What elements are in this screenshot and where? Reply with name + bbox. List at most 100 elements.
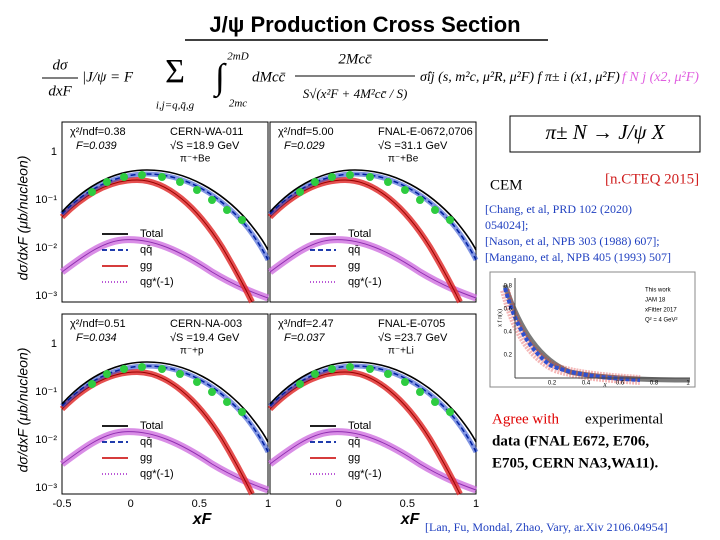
inset-y-tick-label: 0.4 [504,330,513,336]
y-tick-label: 10⁻³ [35,290,57,302]
pdf-set: [n.CTEQ 2015] [605,171,699,187]
panel-norm: F=0.029 [284,140,325,152]
formula-sum: Σ [165,53,185,90]
legend-entry: qg*(-1) [348,276,382,288]
citation: [Lan, Fu, Mondal, Zhao, Vary, ar.Xiv 210… [425,520,668,534]
panel-energy: √S =31.1 GeV [378,140,448,152]
plot-panel: χ²/ndf=0.38 F=0.039 CERN-WA-011 √S =18.9 Ge… [35,121,268,302]
legend-entry: gg [348,260,360,272]
legend-entry: qq̄ [140,436,152,448]
reference-line: [Chang, et al, PRD 102 (2020) [485,202,632,216]
plot-panel: χ²/ndf=5.00 F=0.029 FNAL-E-0672,0706 √S =31… [270,121,476,302]
panel-experiment: FNAL-E-0705 [378,318,445,330]
y-tick-label: 1 [51,338,57,350]
formula-sum-index: i,j=q,q̄,g [156,100,195,112]
y-tick-label: 10⁻³ [35,482,57,494]
inset-x-tick-label: 0.2 [548,381,557,387]
panel-experiment: CERN-WA-011 [170,126,243,138]
legend-entry: qq̄ [348,436,360,448]
inset-y-tick-label: 0.8 [504,284,513,290]
y-axis-label: dσ/dxF (μb/nucleon) [15,348,31,473]
y-tick-label: 10⁻² [35,434,57,446]
reference-line: 054024]; [485,218,528,232]
conclusion-line: E705, CERN NA3,WA11). [492,455,659,471]
x-tick-label: 0.5 [400,498,415,510]
reference-line: [Nason, et al, NPB 303 (1988) 607]; [485,234,660,248]
inset-legend-entry: Q² = 4 GeV² [645,318,678,324]
panel-beam: π⁻+p [180,346,204,357]
panel-energy: √S =23.7 GeV [378,332,448,344]
formula: dσ dxF |J/ψ = F Σ i,j=q,q̄,g ∫ 2mD 2mc d… [42,51,699,112]
slide-title: J/ψ Production Cross Section [209,12,520,37]
formula-num: dσ [53,57,69,73]
y-tick-label: 10⁻² [35,242,57,254]
conclusion-line: data (FNAL E672, E706, [492,433,649,449]
panel-energy: √S =18.9 GeV [170,140,240,152]
legend-entry: gg [140,452,152,464]
inset-x-label: x [602,381,607,389]
x-axis-label: xF [400,511,421,528]
plot-grid: χ²/ndf=0.38 F=0.039 CERN-WA-011 √S =18.9 Ge… [15,121,479,528]
integral: ∫ [213,56,227,98]
plot-panel: χ²/ndf=0.51 F=0.034 CERN-NA-003 √S =19.4 Ge… [35,313,271,528]
panel-chi2: χ²/ndf=0.38 [70,126,126,138]
formula-den: dxF [48,83,72,99]
inset-x-tick-label: 0.6 [616,381,625,387]
panel-energy: √S =19.4 GeV [170,332,240,344]
inset-legend-entry: JAM 18 [645,298,666,304]
conclusion-highlight: Agree with [492,411,560,427]
inset-x-tick-label: 0.4 [582,381,591,387]
model: CEM [490,177,523,193]
inset-x-tick-label: 1 [686,381,690,387]
panel-chi2: χ²/ndf=0.51 [70,318,126,330]
panel-norm: F=0.034 [76,332,117,344]
panel-norm: F=0.037 [284,332,326,344]
inset-y-tick-label: 0.2 [504,353,513,359]
legend-entry: qq̄ [140,244,152,256]
legend-entry: Total [140,228,163,240]
legend-entry: qg*(-1) [348,468,382,480]
inset-plot: This work JAM 18 xFitter 2017 Q² = 4 GeV² 0.… [489,271,696,389]
legend-entry: Total [140,420,163,432]
formula-lhs: |J/ψ = F [82,69,134,85]
plot-panel: χ³/ndf=2.47 F=0.037 FNAL-E-0705 √S =23.7 Ge… [270,313,479,528]
legend-entry: gg [140,260,152,272]
legend-entry: qg*(-1) [140,468,174,480]
panel-beam: π⁻+Be [388,154,419,165]
inset-y-tick-label: 0.6 [504,307,513,313]
legend-entry: qq̄ [348,244,360,256]
inset-x-tick-label: 0.8 [650,381,659,387]
formula-pdf: f N j (x2, μ²F) [622,70,699,85]
inset-legend-entry: This work [645,288,672,294]
panel-experiment: FNAL-E-0672,0706 [378,126,473,138]
x-tick-label: 0 [128,498,134,510]
formula-frac-num: 2Mcc̄ [338,51,372,67]
references: [Chang, et al, PRD 102 (2020) 054024]; [Na… [485,202,671,264]
panel-beam: π⁻+Li [388,346,414,357]
legend-entry: gg [348,452,360,464]
reference-line: [Mangano, et al, NPB 405 (1993) 507] [485,250,671,264]
x-tick-label: 1 [265,498,271,510]
x-tick-label: 1 [473,498,479,510]
panel-chi2: χ³/ndf=2.47 [278,318,334,330]
inset-legend-entry: xFitter 2017 [645,308,677,314]
inset-y-label: x f π(x) [496,309,503,327]
panel-experiment: CERN-NA-003 [170,318,242,330]
legend-entry: qg*(-1) [140,276,174,288]
process-box [509,115,701,153]
legend-entry: Total [348,420,371,432]
x-tick-label: 0 [336,498,342,510]
y-axis-label: dσ/dxF (μb/nucleon) [15,156,31,281]
x-tick-label: -0.5 [53,498,72,510]
panel-beam: π⁻+Be [180,154,211,165]
panel-chi2: χ²/ndf=5.00 [278,126,334,138]
x-axis-label: xF [192,511,213,528]
panel-norm: F=0.039 [76,140,117,152]
formula-upper: 2mD [227,51,248,63]
formula-measure: dMcc̄ [252,69,286,85]
y-tick-label: 1 [51,146,57,158]
formula-rest: σ̂ij (s, m²c, μ²R, μ²F) f π± i (x1, μ²F) [420,70,620,85]
formula-frac-den: S√(x²F + 4M²cc̄ / S) [303,86,408,101]
